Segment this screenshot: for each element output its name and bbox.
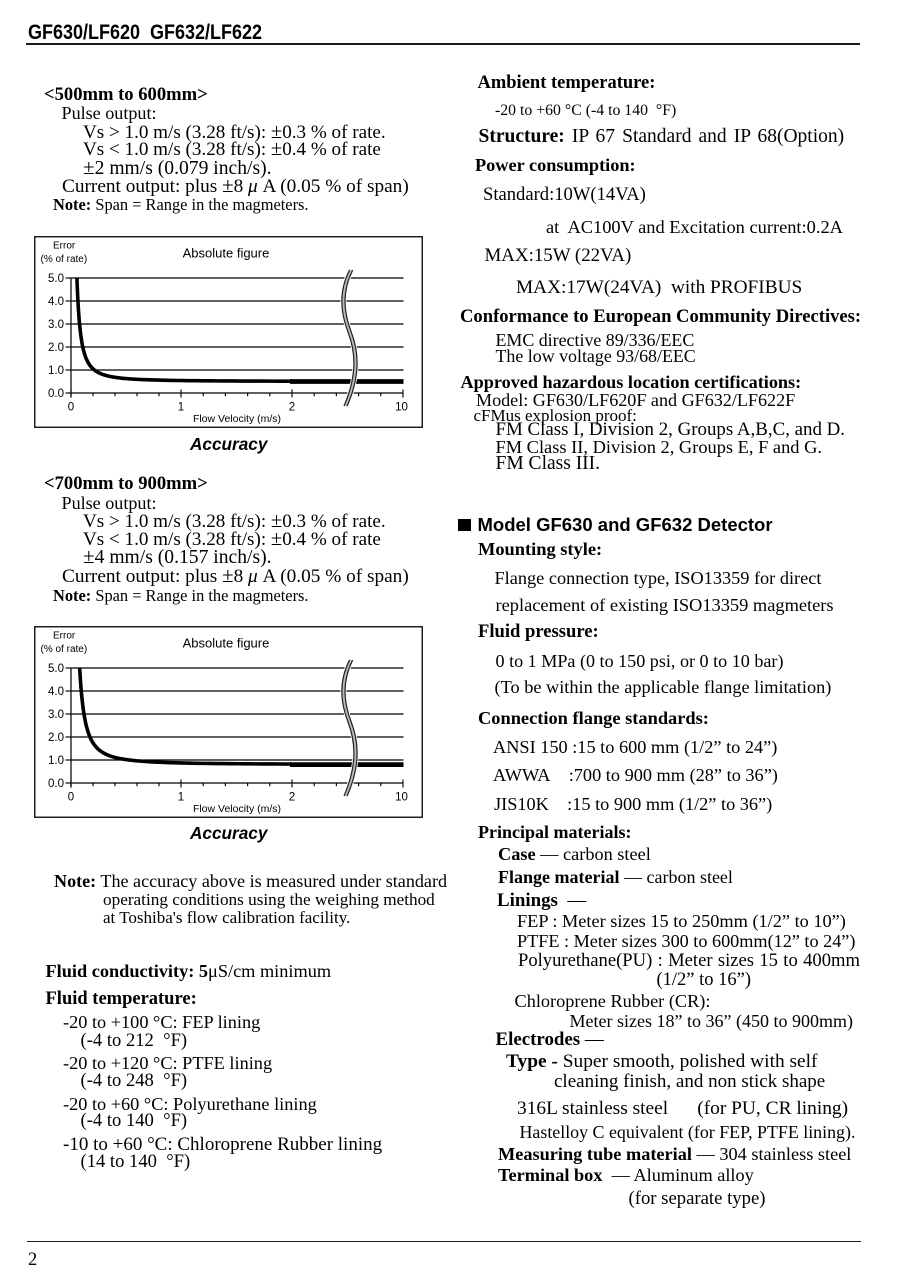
svg-text:5.0: 5.0 [48, 663, 64, 675]
svg-text:Absolute figure: Absolute figure [183, 635, 270, 650]
svg-text:(% of rate): (% of rate) [41, 254, 88, 265]
svg-text:Flow Velocity (m/s): Flow Velocity (m/s) [193, 413, 281, 425]
svg-text:Flow Velocity (m/s): Flow Velocity (m/s) [193, 803, 281, 815]
svg-text:(% of rate): (% of rate) [41, 644, 88, 655]
svg-text:3.0: 3.0 [48, 319, 64, 331]
svg-text:1: 1 [178, 792, 184, 804]
svg-text:0.0: 0.0 [48, 388, 64, 400]
svg-text:5.0: 5.0 [48, 273, 64, 285]
svg-text:Absolute figure: Absolute figure [183, 245, 270, 260]
svg-text:2: 2 [289, 792, 295, 804]
svg-text:0: 0 [68, 792, 74, 804]
svg-text:3.0: 3.0 [48, 709, 64, 721]
svg-text:4.0: 4.0 [48, 686, 64, 698]
svg-text:0: 0 [68, 402, 74, 414]
svg-text:2: 2 [289, 402, 295, 414]
svg-text:10: 10 [395, 792, 408, 804]
svg-text:1.0: 1.0 [48, 365, 64, 377]
svg-text:4.0: 4.0 [48, 296, 64, 308]
svg-text:2.0: 2.0 [48, 342, 64, 354]
svg-text:Error: Error [53, 241, 76, 252]
svg-text:2.0: 2.0 [48, 732, 64, 744]
svg-text:10: 10 [395, 402, 408, 414]
svg-text:0.0: 0.0 [48, 778, 64, 790]
svg-text:Error: Error [53, 631, 76, 642]
svg-text:1.0: 1.0 [48, 755, 64, 767]
svg-text:1: 1 [178, 402, 184, 414]
